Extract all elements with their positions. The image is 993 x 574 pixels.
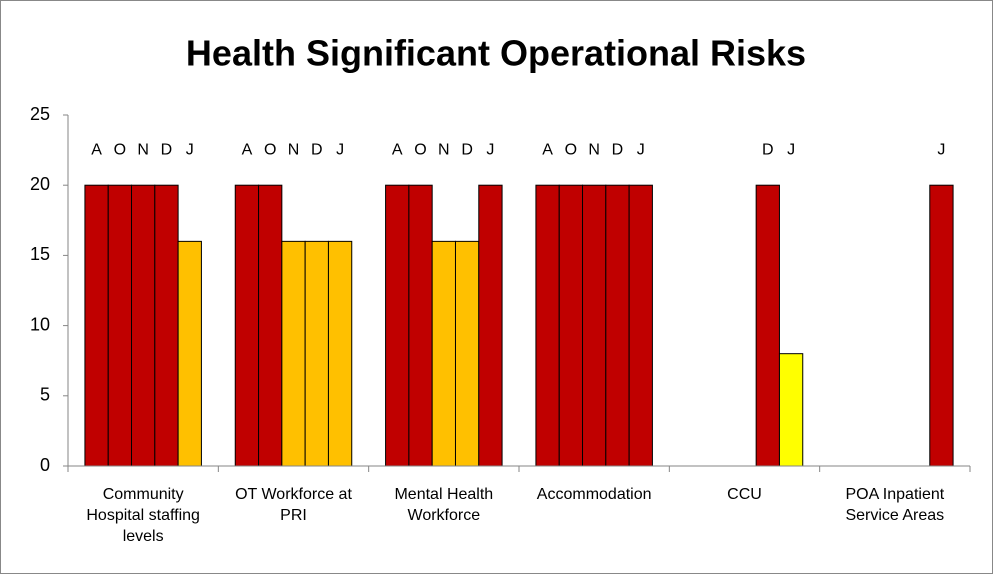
bar <box>258 184 283 467</box>
bar <box>605 184 630 467</box>
data-label: O <box>414 141 426 158</box>
data-label: N <box>137 141 149 158</box>
data-label: J <box>637 141 645 158</box>
bar <box>558 184 584 467</box>
data-label: A <box>242 141 253 158</box>
bar <box>107 184 133 467</box>
data-label: O <box>565 141 577 158</box>
data-label: J <box>787 141 795 158</box>
bar <box>304 240 329 467</box>
data-label: N <box>288 141 300 158</box>
y-tick-label: 5 <box>40 385 50 405</box>
chart-title: Health Significant Operational Risks <box>186 33 806 74</box>
bar <box>778 353 804 467</box>
bar <box>281 240 306 467</box>
data-label: D <box>461 141 473 158</box>
bar <box>177 240 202 467</box>
y-tick-label: 0 <box>40 455 50 475</box>
y-tick-label: 25 <box>30 104 50 124</box>
y-tick-label: 20 <box>30 174 50 194</box>
bar <box>431 240 456 467</box>
bar <box>408 184 433 467</box>
bar <box>755 184 780 467</box>
data-label: D <box>161 141 173 158</box>
data-label: A <box>392 141 403 158</box>
data-label: J <box>937 141 945 158</box>
x-tick-label: POA Inpatient Service Areas <box>845 486 945 524</box>
bar <box>327 240 353 467</box>
x-tick-label: Community Hospital staffing levels <box>86 486 200 545</box>
bar <box>478 184 503 467</box>
data-label: N <box>438 141 450 158</box>
bar <box>929 184 954 467</box>
bar <box>234 184 260 467</box>
data-label: A <box>91 141 102 158</box>
data-label: D <box>612 141 624 158</box>
x-tick-label: Mental Health Workforce <box>394 486 494 524</box>
data-label: J <box>186 141 194 158</box>
y-tick-label: 15 <box>30 244 50 264</box>
data-label: D <box>762 141 774 158</box>
bar <box>582 184 607 467</box>
bar <box>535 184 560 467</box>
data-label: J <box>336 141 344 158</box>
data-label: A <box>542 141 553 158</box>
data-label: O <box>114 141 126 158</box>
bar <box>385 184 410 467</box>
x-tick-label: Accommodation <box>536 486 652 503</box>
bar <box>154 184 179 467</box>
data-label: N <box>588 141 600 158</box>
data-label: O <box>264 141 276 158</box>
bar <box>84 184 109 467</box>
data-label: D <box>311 141 323 158</box>
y-tick-label: 10 <box>30 314 50 334</box>
bar <box>628 184 653 467</box>
bar <box>131 184 156 467</box>
x-tick-label: OT Workforce at PRI <box>235 486 352 524</box>
data-label: J <box>486 141 494 158</box>
x-tick-label: CCU <box>727 486 762 503</box>
bar <box>454 240 480 467</box>
